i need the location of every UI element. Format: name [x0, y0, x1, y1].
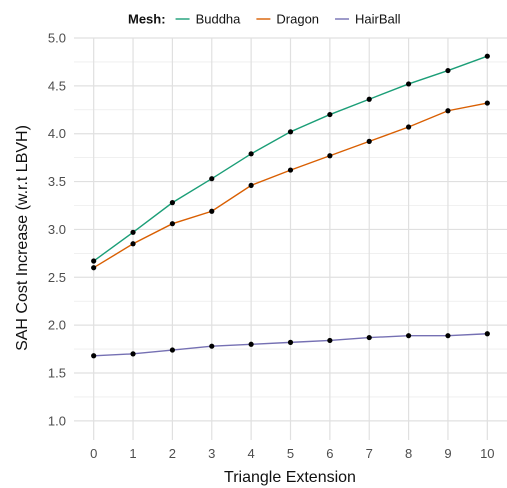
x-tick-label: 6: [326, 446, 333, 461]
axes: 1.0 1.5 2.0 2.5 3.0 3.5 4.0 4.5 5.0 0 1 2 3 4 5 6 7 8 9 10: [48, 31, 495, 462]
data-point-buddha: [445, 67, 451, 74]
data-point-hairball: [366, 334, 372, 341]
data-point-buddha: [287, 129, 294, 135]
data-point-dragon: [366, 138, 372, 144]
legend-title: Mesh:: [128, 12, 166, 27]
data-point-dragon: [91, 265, 97, 271]
data-point-dragon: [130, 241, 136, 247]
data-point-hairball: [91, 353, 97, 359]
y-tick-label: 4.5: [48, 78, 66, 93]
data-point-hairball: [287, 339, 294, 345]
data-point-dragon: [405, 124, 412, 130]
y-tick-label: 4.0: [48, 126, 66, 141]
y-tick-label: 2.5: [48, 270, 66, 285]
legend-label-dragon: Dragon: [276, 12, 319, 27]
grid: [74, 37, 507, 440]
data-point-dragon: [209, 208, 215, 214]
data-point-hairball: [327, 337, 333, 344]
data-point-hairball: [484, 331, 490, 337]
data-point-hairball: [248, 341, 254, 347]
data-point-buddha: [169, 200, 176, 206]
x-tick-label: 4: [248, 446, 255, 461]
x-tick-label: 2: [169, 446, 176, 461]
legend: Mesh: Buddha Dragon HairBall: [128, 12, 401, 27]
data-point-dragon: [287, 167, 294, 173]
data-point-hairball: [405, 333, 412, 339]
y-tick-label: 3.5: [48, 174, 66, 189]
data-point-buddha: [484, 53, 490, 59]
y-tick-label: 1.5: [48, 366, 66, 381]
data-point-buddha: [327, 111, 333, 118]
data-point-buddha: [91, 258, 97, 264]
data-point-hairball: [130, 351, 136, 357]
data-point-dragon: [327, 153, 333, 159]
y-tick-label: 3.0: [48, 222, 66, 237]
y-axis-title: SAH Cost Increase (w.r.t LBVH): [14, 125, 31, 351]
x-tick-label: 1: [129, 446, 136, 461]
data-point-buddha: [130, 229, 136, 235]
data-point-buddha: [366, 96, 372, 102]
data-point-dragon: [484, 100, 490, 106]
data-point-buddha: [209, 176, 215, 182]
data-point-buddha: [405, 81, 412, 87]
x-tick-label: 8: [405, 446, 412, 461]
data-point-hairball: [169, 347, 176, 353]
data-point-buddha: [248, 151, 254, 157]
data-point-hairball: [445, 333, 451, 339]
y-tick-label: 5.0: [48, 31, 66, 46]
data-point-dragon: [248, 182, 254, 188]
x-tick-label: 10: [480, 446, 494, 461]
x-tick-label: 7: [366, 446, 373, 461]
data-point-dragon: [169, 221, 176, 227]
data-point-hairball: [209, 343, 215, 349]
legend-label-hairball: HairBall: [355, 12, 401, 27]
y-tick-label: 1.0: [48, 413, 66, 428]
x-tick-label: 3: [208, 446, 215, 461]
legend-label-buddha: Buddha: [196, 12, 242, 27]
data-point-dragon: [445, 108, 451, 114]
y-tick-label: 2.0: [48, 318, 66, 333]
x-tick-label: 0: [90, 446, 97, 461]
x-axis-title: Triangle Extension: [224, 469, 356, 486]
x-tick-label: 9: [444, 446, 451, 461]
data-points: [91, 53, 490, 359]
x-tick-label: 5: [287, 446, 294, 461]
